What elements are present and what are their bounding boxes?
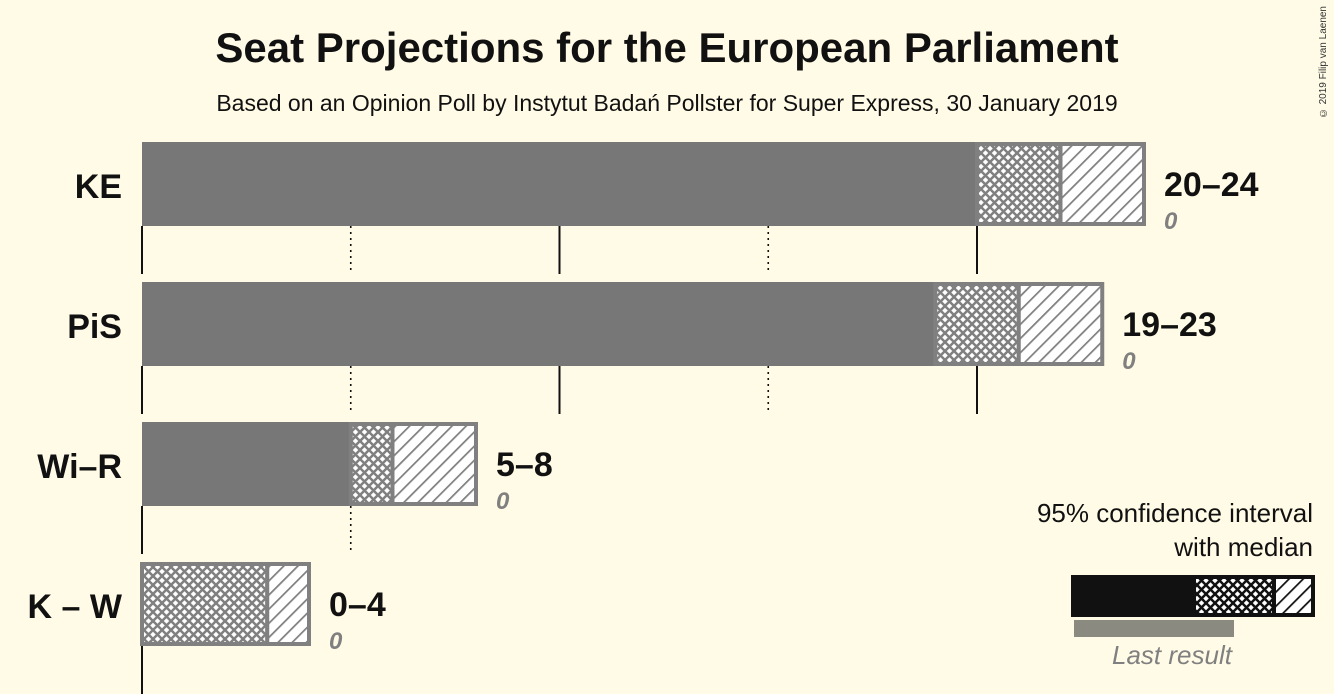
bar-solid-2 xyxy=(142,422,351,506)
party-label: PiS xyxy=(67,308,122,346)
last-result-label: 0 xyxy=(329,628,343,655)
legend-crosshatch-swatch xyxy=(1192,575,1276,617)
last-result-label: 0 xyxy=(496,488,510,515)
range-label: 19–23 xyxy=(1122,306,1217,344)
chart-title: Seat Projections for the European Parlia… xyxy=(215,24,1119,71)
party-label: KE xyxy=(75,168,122,206)
party-label: K – W xyxy=(28,588,123,626)
bar-ci-median-high-3 xyxy=(265,562,311,646)
chart-subtitle: Based on an Opinion Poll by Instytut Bad… xyxy=(216,90,1118,116)
bar-ci-median-high-2 xyxy=(390,422,478,506)
bar-solid-1 xyxy=(142,282,936,366)
range-label: 5–8 xyxy=(496,446,553,484)
last-result-label: 0 xyxy=(1164,208,1178,235)
party-label: Wi–R xyxy=(37,448,122,486)
range-label: 20–24 xyxy=(1164,166,1259,204)
legend-solid-swatch xyxy=(1071,575,1194,617)
legend: 95% confidence interval with median Last… xyxy=(1037,498,1315,670)
legend-last-result-label: Last result xyxy=(1112,640,1234,670)
last-result-label: 0 xyxy=(1122,348,1136,375)
bar-ci-median-high-0 xyxy=(1058,142,1146,226)
legend-median-label: with median xyxy=(1173,532,1313,562)
bar-ci-low-median-0 xyxy=(975,142,1063,226)
bar-ci-median-high-1 xyxy=(1016,282,1105,366)
legend-hatch-swatch xyxy=(1272,575,1315,617)
legend-ci-label: 95% confidence interval xyxy=(1037,498,1313,528)
bar-ci-low-median-1 xyxy=(933,282,1021,366)
legend-last-result-swatch xyxy=(1074,620,1234,637)
bar-ci-low-median-2 xyxy=(348,422,395,506)
bar-ci-low-median-3 xyxy=(140,562,270,646)
range-label: 0–4 xyxy=(329,586,386,624)
bar-solid-0 xyxy=(142,142,977,226)
